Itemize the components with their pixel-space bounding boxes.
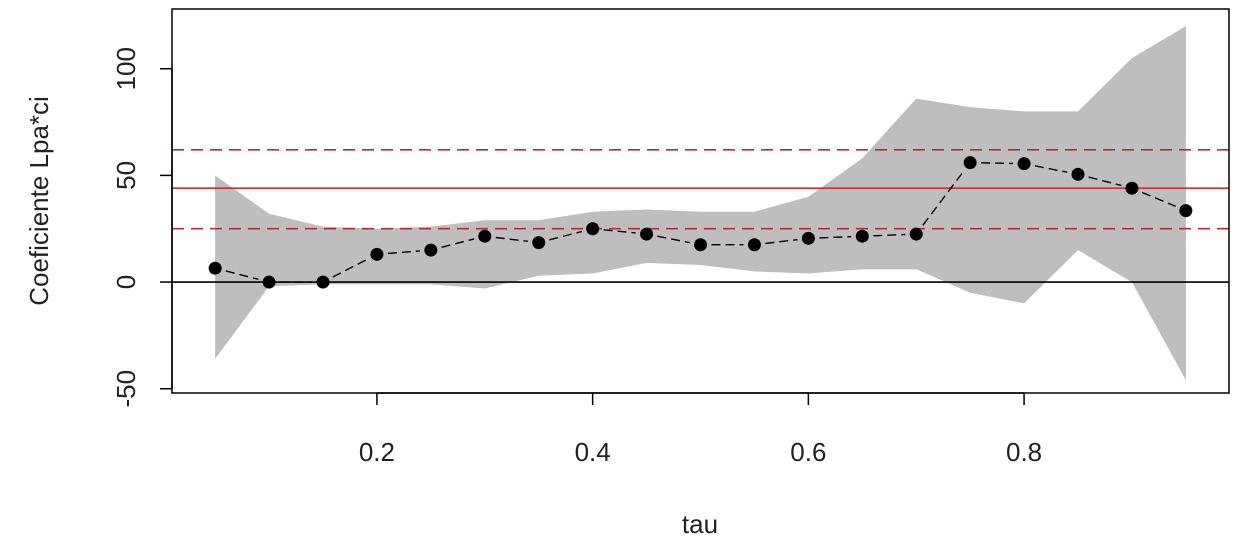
data-point xyxy=(1017,157,1031,171)
series-segment xyxy=(225,270,259,281)
data-point xyxy=(316,275,330,289)
data-point xyxy=(532,236,546,250)
series-segment xyxy=(387,250,420,255)
data-point xyxy=(909,227,923,241)
data-point xyxy=(208,261,222,275)
data-point xyxy=(424,243,438,257)
x-axis: 0.2 0.4 0.6 0.8 xyxy=(359,392,1042,467)
series-segment xyxy=(657,235,690,244)
y-axis-title: Coeficiente Lpa*ci xyxy=(24,96,54,306)
y-axis: -50 0 50 100 xyxy=(111,47,173,408)
series-segment xyxy=(819,235,852,239)
series-segment xyxy=(922,170,965,226)
x-tick-label: 0.4 xyxy=(575,437,611,467)
data-point xyxy=(1071,167,1085,181)
series-segment xyxy=(603,229,636,234)
y-tick-label: 50 xyxy=(111,161,141,190)
confidence-band-layer xyxy=(215,26,1186,381)
series-segment xyxy=(765,238,798,245)
data-point xyxy=(747,238,761,252)
series-segment xyxy=(873,233,906,237)
y-tick-label: 0 xyxy=(111,275,141,289)
series-layer xyxy=(208,156,1193,289)
data-point xyxy=(1125,181,1139,195)
series-segment xyxy=(981,162,1014,165)
x-tick-label: 0.8 xyxy=(1006,437,1042,467)
x-axis-title: tau xyxy=(682,509,718,539)
series-segment xyxy=(495,236,528,242)
data-point xyxy=(801,231,815,245)
x-tick-label: 0.6 xyxy=(790,437,826,467)
series-segment xyxy=(1088,176,1122,187)
data-point xyxy=(640,227,654,241)
data-point xyxy=(478,229,492,243)
y-tick-label: -50 xyxy=(111,370,141,408)
data-point xyxy=(694,238,707,252)
data-point xyxy=(370,247,384,261)
x-tick-label: 0.2 xyxy=(359,437,395,467)
reference-lines-layer xyxy=(172,149,1229,283)
series-segment xyxy=(549,230,583,241)
series-segment xyxy=(1034,165,1068,173)
confidence-band xyxy=(215,26,1186,381)
series-segment xyxy=(332,258,368,278)
data-point xyxy=(855,229,869,243)
series-segment xyxy=(441,238,475,249)
data-point xyxy=(963,156,977,170)
series-segment xyxy=(1141,191,1176,208)
data-point xyxy=(586,222,600,236)
data-point xyxy=(262,275,276,289)
data-point xyxy=(1179,204,1193,218)
y-tick-label: 100 xyxy=(111,47,141,90)
